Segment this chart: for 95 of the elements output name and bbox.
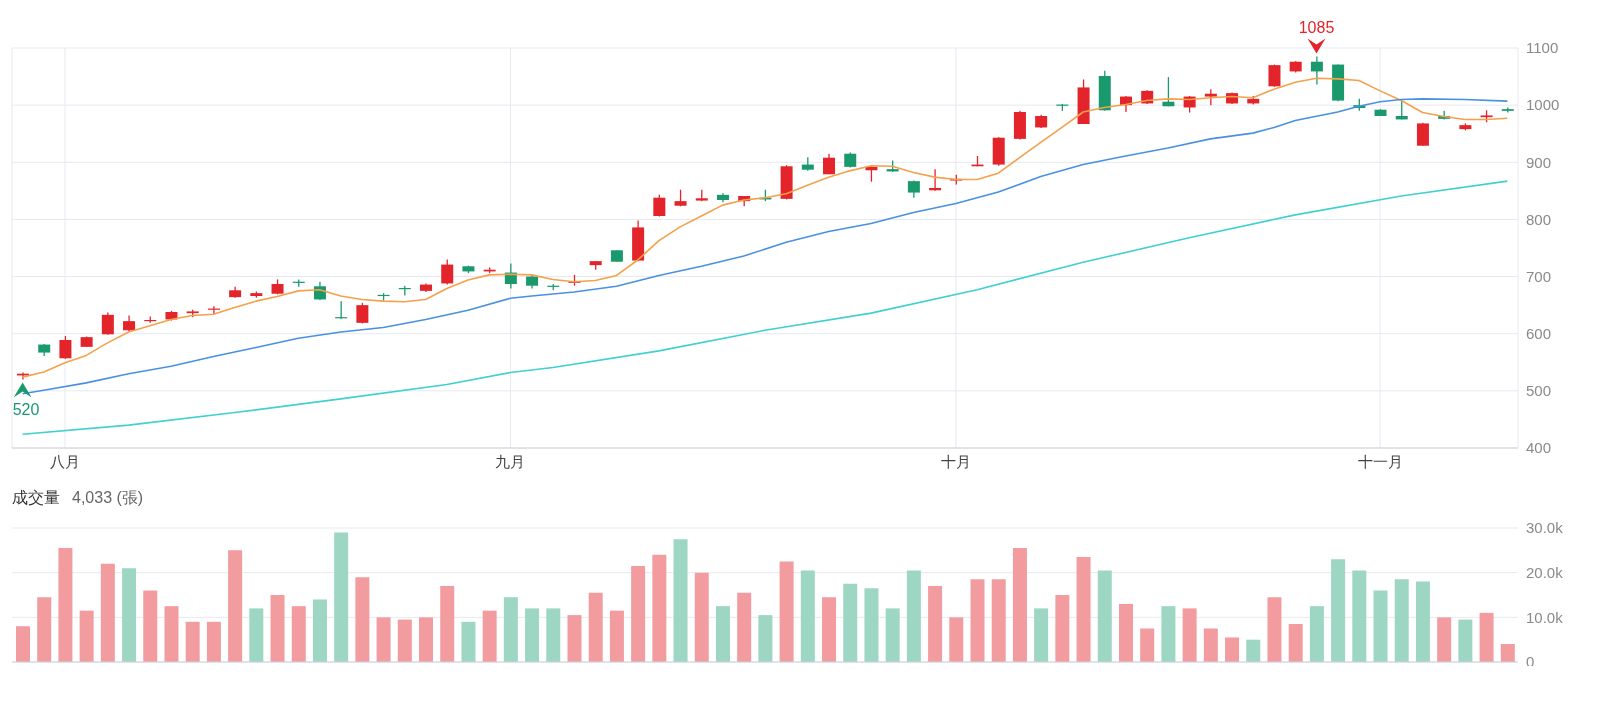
bar: [970, 579, 985, 662]
bar: [928, 586, 943, 662]
bar: [376, 617, 391, 662]
x-tick-label: 九月: [495, 452, 526, 470]
bar: [758, 615, 773, 662]
bar: [652, 554, 667, 662]
bar: [1288, 624, 1303, 662]
bar: [843, 583, 858, 662]
bar: [779, 561, 794, 662]
bar: [249, 608, 264, 662]
y-tick-label: 800: [1526, 210, 1552, 228]
annotation: 520: [12, 401, 40, 419]
bar: [1182, 608, 1197, 662]
bar: [143, 590, 158, 662]
bar: [525, 608, 540, 662]
bar: [715, 606, 730, 662]
candlestick: [653, 194, 666, 218]
bar: [673, 539, 688, 662]
y-tick-label: 10.0k: [1526, 608, 1564, 626]
bar: [1267, 597, 1282, 662]
bar: [737, 592, 752, 662]
bar: [1097, 570, 1112, 662]
bar: [1076, 557, 1091, 662]
bar: [1394, 579, 1409, 662]
bar: [291, 606, 306, 662]
bar: [800, 570, 815, 662]
bar: [100, 563, 115, 662]
bar: [567, 615, 582, 662]
candlestick: [59, 335, 72, 360]
bar: [228, 550, 243, 662]
bar: [503, 597, 518, 662]
y-tick-label: 1000: [1526, 96, 1560, 114]
bar: [949, 617, 964, 662]
bar: [1437, 617, 1452, 662]
bar: [482, 610, 497, 662]
bar: [906, 570, 921, 662]
bar: [631, 565, 646, 662]
bar: [58, 548, 73, 662]
bar: [164, 606, 179, 662]
bar: [1415, 581, 1430, 662]
y-tick-label: 20.0k: [1526, 563, 1564, 581]
bar: [1118, 603, 1133, 662]
bar: [1055, 595, 1070, 662]
y-tick-label: 500: [1526, 382, 1552, 400]
bar: [440, 586, 455, 662]
bar: [16, 626, 30, 662]
bar: [1225, 637, 1240, 662]
y-tick-label: 600: [1526, 325, 1552, 343]
y-tick-label: 400: [1526, 439, 1552, 457]
y-tick-label: 30.0k: [1526, 519, 1564, 537]
candlestick: [441, 258, 454, 286]
bar: [885, 608, 900, 662]
bar: [79, 610, 94, 662]
bar: [1161, 606, 1176, 662]
bar: [1309, 606, 1324, 662]
x-tick-label: 十一月: [1357, 452, 1403, 470]
bar: [355, 577, 370, 662]
bar: [1203, 628, 1218, 662]
annotation: 1085: [1298, 18, 1335, 36]
bar: [206, 621, 221, 662]
chart-title: 成交量: [12, 489, 60, 506]
bar: [864, 588, 879, 662]
bar: [397, 619, 412, 662]
y-tick-label: 1100: [1526, 39, 1559, 57]
chart-subtitle: 4,033 (張): [72, 489, 144, 506]
bar: [37, 597, 52, 662]
bar: [1352, 570, 1367, 662]
bar: [461, 621, 476, 662]
bar: [270, 595, 285, 662]
bar: [1012, 548, 1027, 662]
y-tick-label: 900: [1526, 153, 1552, 171]
bar: [609, 610, 624, 662]
bar: [122, 568, 137, 662]
bar: [1331, 559, 1346, 662]
x-tick-label: 十月: [940, 452, 971, 470]
bar: [1140, 628, 1155, 662]
bar: [822, 597, 837, 662]
bar: [546, 608, 561, 662]
candlestick: [1310, 55, 1323, 86]
bar: [1479, 612, 1494, 662]
bar: [1034, 608, 1049, 662]
y-tick-label: 700: [1526, 267, 1552, 285]
bar: [1458, 619, 1473, 662]
x-tick-label: 八月: [50, 452, 81, 470]
bar: [694, 572, 709, 662]
bar: [334, 532, 349, 662]
bar: [419, 617, 434, 662]
bar: [991, 579, 1006, 662]
bar: [1246, 639, 1261, 662]
candlestick: [101, 311, 114, 336]
bar: [185, 621, 200, 662]
bar: [1373, 590, 1388, 662]
bar: [1500, 643, 1515, 662]
bar: [588, 592, 603, 662]
bar: [312, 599, 327, 662]
